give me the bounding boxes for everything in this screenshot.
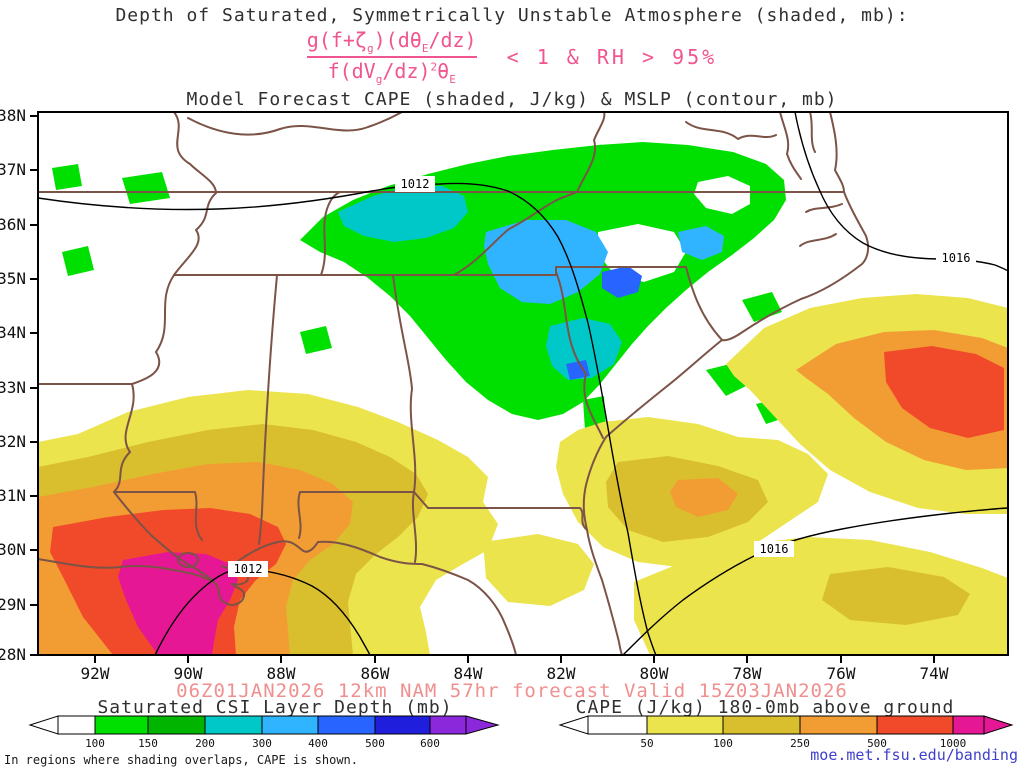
- svg-text:36N: 36N: [0, 215, 26, 234]
- map-svg: 1012 1012 1016 1016 38N 37N 36N 35N 34N …: [0, 108, 1009, 683]
- state-borders: [38, 112, 870, 655]
- cape-shading: [38, 294, 1008, 655]
- svg-text:1000: 1000: [940, 737, 967, 750]
- formula-numerator: g(f+ζg)(dθE/dz): [306, 28, 477, 55]
- csi-blue-spot: [566, 360, 590, 380]
- svg-text:34N: 34N: [0, 323, 26, 342]
- cape-colorbar-ticks: 50 100 250 500 1000: [640, 737, 966, 750]
- svg-text:35N: 35N: [0, 269, 26, 288]
- svg-text:84W: 84W: [454, 664, 483, 683]
- csi-formula: g(f+ζg)(dθE/dz) f(dVg/dz)2θE < 1 & RH > …: [0, 28, 1024, 86]
- colorbars-svg: 100 150 200 300 400 500 600 50 100 250 5…: [28, 715, 1014, 750]
- cape-arrow-right: [983, 715, 1014, 735]
- svg-text:28N: 28N: [0, 645, 26, 664]
- contour-label: 1016: [760, 542, 789, 556]
- lat-labels: 38N 37N 36N 35N 34N 33N 32N 31N 30N 29N …: [0, 108, 26, 664]
- csi-colorbar-ticks: 100 150 200 300 400 500 600: [85, 737, 440, 750]
- svg-text:100: 100: [713, 737, 733, 750]
- formula-fraction: g(f+ζg)(dθE/dz) f(dVg/dz)2θE: [306, 28, 477, 87]
- page-title: Depth of Saturated, Symmetrically Unstab…: [115, 5, 909, 26]
- mslp-contour-1012: [38, 182, 657, 655]
- fraction-bar: [306, 56, 477, 59]
- svg-text:31N: 31N: [0, 486, 26, 505]
- svg-text:33N: 33N: [0, 378, 26, 397]
- lat-axis: [30, 115, 38, 656]
- lon-axis: [94, 655, 935, 663]
- cape-gold-band-se: [822, 567, 970, 625]
- cape-colorbar: [558, 715, 1014, 735]
- formula-condition: < 1 & RH > 95%: [506, 45, 718, 70]
- svg-text:500: 500: [867, 737, 887, 750]
- svg-text:82W: 82W: [547, 664, 576, 683]
- csi-arrow-left: [28, 715, 59, 735]
- csi-cyan-patch: [338, 186, 468, 242]
- cape-yellow-florida: [483, 534, 594, 606]
- svg-text:86W: 86W: [361, 664, 390, 683]
- cape-red-atlantic: [884, 346, 1004, 438]
- contour-label: 1012: [234, 562, 263, 576]
- lon-labels: 92W 90W 88W 86W 84W 82W 80W 78W 76W 74W: [81, 664, 949, 683]
- mslp-contour-1016-north: [794, 112, 1008, 272]
- svg-text:90W: 90W: [174, 664, 203, 683]
- forecast-valid-line: 06Z01JAN2026 12km NAM 57hr forecast Vali…: [176, 680, 848, 702]
- credit-link[interactable]: moe.met.fsu.edu/banding: [810, 746, 1018, 764]
- contour-label: 1016: [942, 251, 971, 265]
- svg-text:250: 250: [790, 737, 810, 750]
- svg-text:92W: 92W: [81, 664, 110, 683]
- svg-text:50: 50: [640, 737, 653, 750]
- svg-text:30N: 30N: [0, 540, 26, 559]
- contour-labels: 1012 1012 1016 1016: [228, 176, 976, 577]
- svg-text:200: 200: [195, 737, 215, 750]
- svg-text:37N: 37N: [0, 160, 26, 179]
- svg-text:500: 500: [365, 737, 385, 750]
- overlap-note: In regions where shading overlaps, CAPE …: [4, 753, 359, 767]
- map-frame: [37, 111, 1009, 656]
- svg-text:100: 100: [85, 737, 105, 750]
- svg-text:150: 150: [138, 737, 158, 750]
- svg-text:400: 400: [308, 737, 328, 750]
- svg-text:88W: 88W: [267, 664, 296, 683]
- csi-colorbar: [28, 715, 500, 735]
- csi-blue-spot: [602, 266, 642, 298]
- cape-colorbar-title: CAPE (J/kg) 180-0mb above ground: [575, 697, 955, 718]
- svg-text:78W: 78W: [733, 664, 762, 683]
- csi-colorbar-title: Saturated CSI Layer Depth (mb): [97, 697, 453, 718]
- svg-text:300: 300: [252, 737, 272, 750]
- cape-arrow-left: [558, 715, 589, 735]
- svg-text:29N: 29N: [0, 595, 26, 614]
- page-subtitle: Model Forecast CAPE (shaded, J/kg) & MSL…: [186, 89, 838, 110]
- csi-cyan-patch: [678, 226, 724, 260]
- csi-cyan-patch: [546, 318, 622, 380]
- svg-text:76W: 76W: [827, 664, 856, 683]
- cape-yellow-band-se: [634, 537, 1008, 655]
- svg-text:38N: 38N: [0, 108, 26, 125]
- csi-hole: [694, 176, 750, 214]
- svg-text:74W: 74W: [920, 664, 949, 683]
- svg-text:32N: 32N: [0, 432, 26, 451]
- svg-text:80W: 80W: [640, 664, 669, 683]
- cape-orange-georgia: [670, 478, 738, 517]
- formula-denominator: f(dVg/dz)2θE: [327, 59, 456, 87]
- csi-arrow-right: [465, 715, 500, 735]
- contour-label: 1012: [401, 177, 430, 191]
- svg-text:600: 600: [420, 737, 440, 750]
- mslp-contour-1012-gulf: [154, 568, 371, 655]
